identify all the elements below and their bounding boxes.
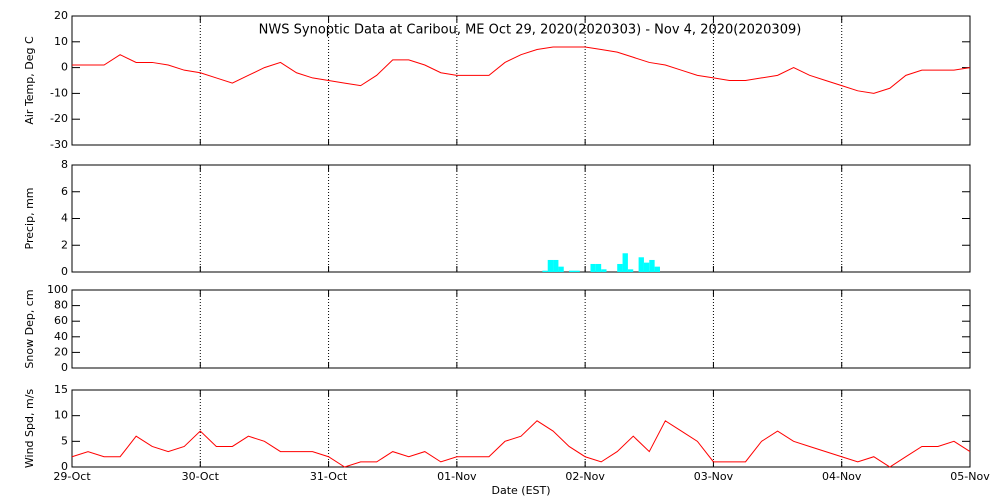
y-tick-label: -30	[50, 138, 68, 151]
bar	[649, 259, 655, 272]
bar	[574, 270, 580, 272]
y-tick-label: 2	[61, 238, 68, 251]
y-tick-label: 15	[54, 383, 68, 396]
y-tick-label: 10	[54, 35, 68, 48]
y-tick-label: 10	[54, 409, 68, 422]
bar	[542, 270, 548, 272]
x-axis-label: Date (EST)	[491, 484, 550, 497]
chart-title: NWS Synoptic Data at Caribou, ME Oct 29,…	[259, 23, 802, 38]
bar	[558, 266, 564, 272]
bar	[590, 263, 596, 272]
y-tick-label: 4	[61, 212, 68, 225]
bar	[601, 269, 607, 272]
plot-frame	[71, 289, 971, 369]
y-tick-label: 20	[54, 9, 68, 22]
plot-frame	[71, 389, 971, 468]
bar	[627, 269, 634, 272]
bar	[643, 262, 650, 272]
bar	[638, 257, 644, 272]
y-tick-label: 40	[54, 330, 68, 343]
bar	[547, 259, 554, 272]
bar	[617, 263, 623, 272]
plot-frame	[71, 164, 971, 273]
data-line	[72, 46, 971, 94]
bar	[595, 263, 602, 272]
x-tick-label: 29-Oct	[53, 470, 91, 483]
y-axis-label: Air Temp, Deg C	[23, 36, 36, 125]
x-tick-label: 30-Oct	[182, 470, 220, 483]
bar	[654, 266, 660, 272]
y-tick-label: 80	[54, 299, 68, 312]
bar	[569, 270, 575, 272]
x-tick-label: 31-Oct	[310, 470, 348, 483]
y-tick-label: 0	[61, 61, 68, 74]
data-line	[71, 420, 971, 468]
y-tick-label: 0	[61, 361, 68, 374]
plot-frame	[71, 15, 971, 146]
y-tick-label: 0	[61, 460, 68, 473]
y-tick-label: 20	[54, 345, 68, 358]
x-tick-label: 01-Nov	[437, 470, 477, 483]
y-tick-label: 100	[47, 283, 68, 296]
y-tick-label: 8	[61, 158, 68, 171]
y-tick-label: 6	[61, 185, 68, 198]
y-tick-label: 5	[61, 434, 68, 447]
y-tick-label: 0	[61, 265, 68, 278]
bar	[622, 253, 628, 272]
x-tick-label: 05-Nov	[950, 470, 990, 483]
x-tick-label: 02-Nov	[565, 470, 605, 483]
bar	[553, 259, 559, 272]
y-tick-label: -10	[50, 86, 68, 99]
y-axis-label: Snow Dep, cm	[23, 289, 36, 368]
x-tick-label: 04-Nov	[822, 470, 862, 483]
x-tick-label: 03-Nov	[694, 470, 734, 483]
y-tick-label: -20	[50, 112, 68, 125]
y-tick-label: 60	[54, 314, 68, 327]
y-axis-label: Precip, mm	[23, 188, 36, 250]
y-axis-label: Wind Spd, m/s	[23, 389, 36, 469]
